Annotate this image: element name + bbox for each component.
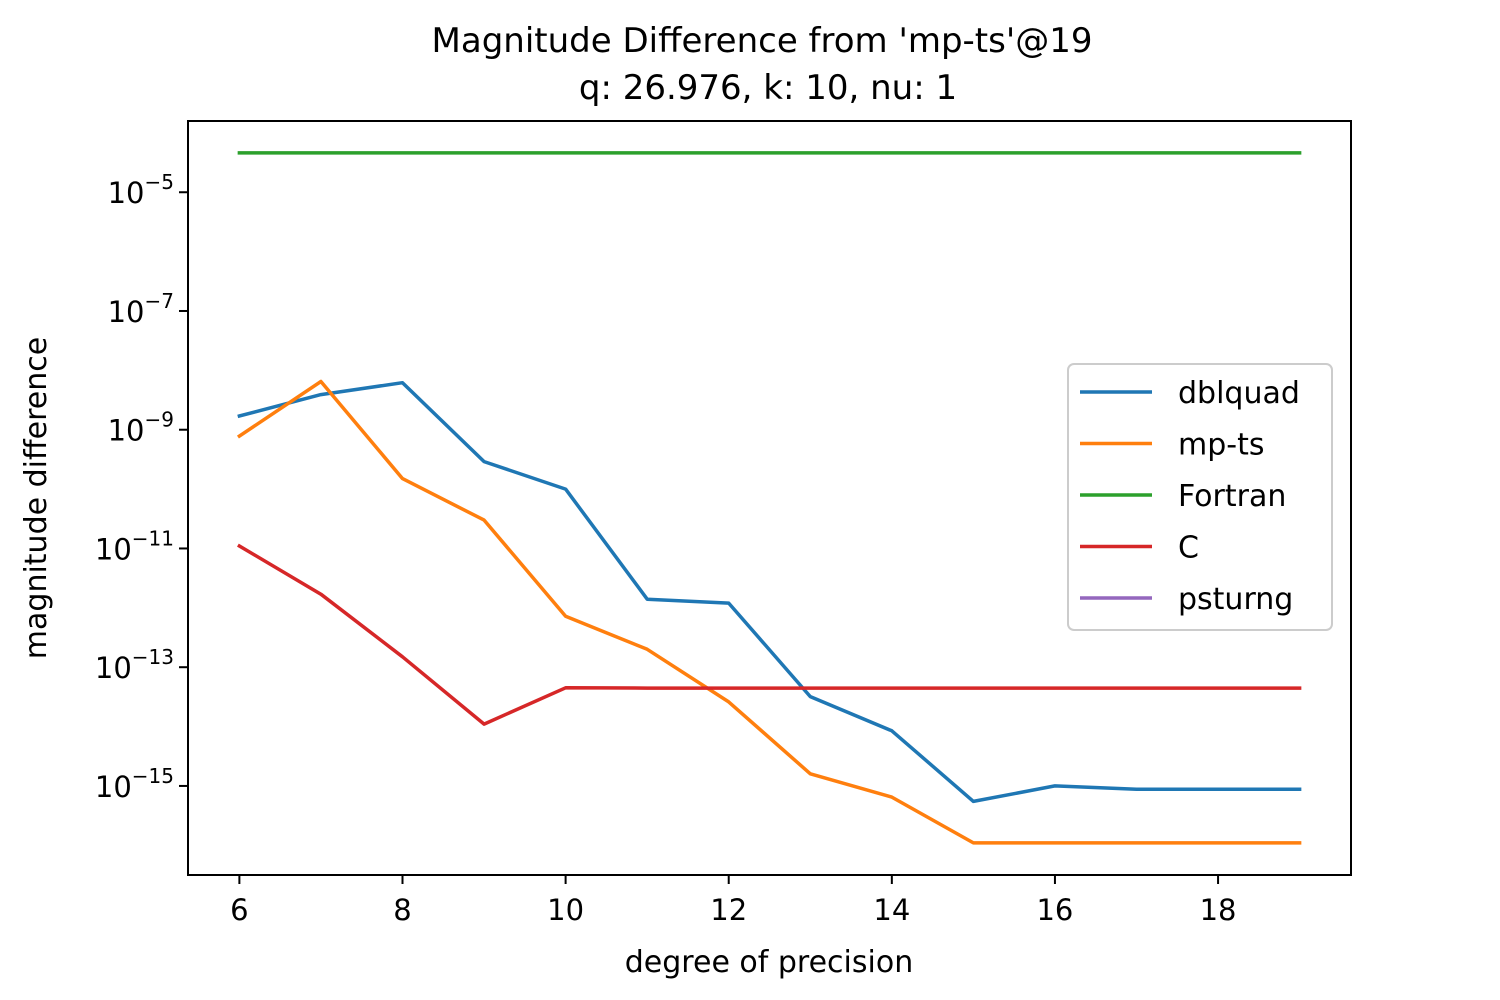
y-axis-label: magnitude difference — [19, 337, 54, 659]
plot-frame — [187, 120, 1352, 876]
x-tick-label: 8 — [393, 893, 411, 927]
legend-label-mp-ts: mp-ts — [1178, 428, 1264, 463]
series-line-mp-ts — [236, 379, 1302, 845]
y-tick-label: 10−7 — [108, 289, 174, 329]
x-tick-label: 6 — [230, 893, 248, 927]
y-tick-label: 10−5 — [108, 170, 174, 210]
legend-box — [1067, 363, 1333, 631]
x-axis: 6 8 10 12 14 16 18 — [230, 875, 1237, 927]
legend-label-c: C — [1178, 531, 1199, 566]
chart-subtitle: q: 26.976, k: 10, nu: 1 — [579, 68, 957, 108]
y-axis: 10−5 10−7 10−9 10−11 10−13 10−15 — [95, 170, 188, 804]
y-tick-label: 10−9 — [108, 408, 174, 448]
x-axis-label: degree of precision — [625, 945, 913, 980]
legend-label-psturng: psturng — [1178, 582, 1293, 617]
series-line-dblquad — [237, 380, 1302, 804]
x-tick-label: 16 — [1036, 893, 1073, 927]
chart-title: Magnitude Difference from 'mp-ts'@19 — [432, 21, 1093, 61]
series-line-c — [237, 543, 1302, 726]
series-layer — [236, 151, 1302, 845]
legend-label-dblquad: dblquad — [1178, 376, 1300, 411]
y-tick-label: 10−15 — [95, 764, 174, 804]
x-tick-label: 18 — [1200, 893, 1237, 927]
x-tick-label: 14 — [873, 893, 910, 927]
legend-label-fortran: Fortran — [1178, 479, 1286, 514]
y-tick-label: 10−11 — [95, 526, 174, 566]
y-tick-label: 10−13 — [95, 645, 174, 685]
x-tick-label: 12 — [710, 893, 747, 927]
x-tick-label: 10 — [547, 893, 584, 927]
